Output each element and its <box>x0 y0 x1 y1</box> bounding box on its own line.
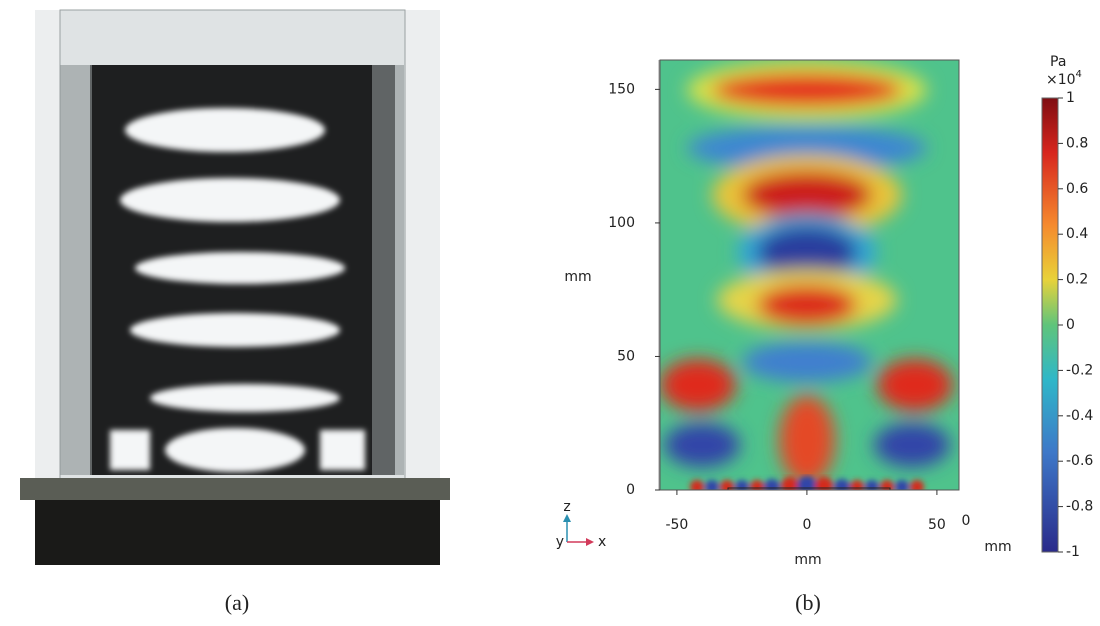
y-tick-label: 150 <box>608 81 635 97</box>
colorbar <box>1042 98 1058 552</box>
colorbar-tick-label: 0.2 <box>1066 272 1088 288</box>
x-tick-label: 50 <box>928 517 946 533</box>
colorbar-tick-label: 0 <box>1066 317 1075 333</box>
triad-label: z <box>563 499 570 515</box>
photo <box>20 10 450 565</box>
colorbar-tick-label: -0.8 <box>1066 499 1093 515</box>
y-axis-label: mm <box>564 269 591 285</box>
x-axis-label: mm <box>794 552 821 568</box>
x-tick-label: -50 <box>665 517 688 533</box>
colorbar-tick-label: -0.4 <box>1066 408 1093 424</box>
colorbar-tick-label: 0.8 <box>1066 135 1088 151</box>
colorbar-tick-label: -1 <box>1066 544 1080 560</box>
multiplier-exponent: 4 <box>1076 69 1082 80</box>
axis-triad <box>563 514 594 546</box>
y-tick-label: 50 <box>617 348 635 364</box>
colorbar-multiplier: ×104 <box>1046 69 1082 88</box>
triad-label: y <box>556 534 564 550</box>
panel-label: (b) <box>795 590 821 615</box>
colorbar-tick-label: 0.6 <box>1066 181 1088 197</box>
x-tick-label: 0 <box>802 517 811 533</box>
figure: (a) <box>0 0 1100 626</box>
extra-label: mm <box>984 539 1011 555</box>
colorbar-tick-label: 0.4 <box>1066 226 1088 242</box>
colorbar-tick-label: -0.2 <box>1066 362 1093 378</box>
y-tick-label: 0 <box>626 482 635 498</box>
extra-label: 0 <box>962 513 971 529</box>
panel-label: (a) <box>225 590 249 615</box>
pressure-field <box>660 60 959 496</box>
y-tick-label: 100 <box>608 215 635 231</box>
triad-label: x <box>598 534 606 550</box>
colorbar-tick-label: 1 <box>1066 90 1075 106</box>
multiplier-base: ×10 <box>1046 72 1076 88</box>
colorbar-unit: Pa <box>1050 54 1066 70</box>
colorbar-tick-label: -0.6 <box>1066 453 1093 469</box>
